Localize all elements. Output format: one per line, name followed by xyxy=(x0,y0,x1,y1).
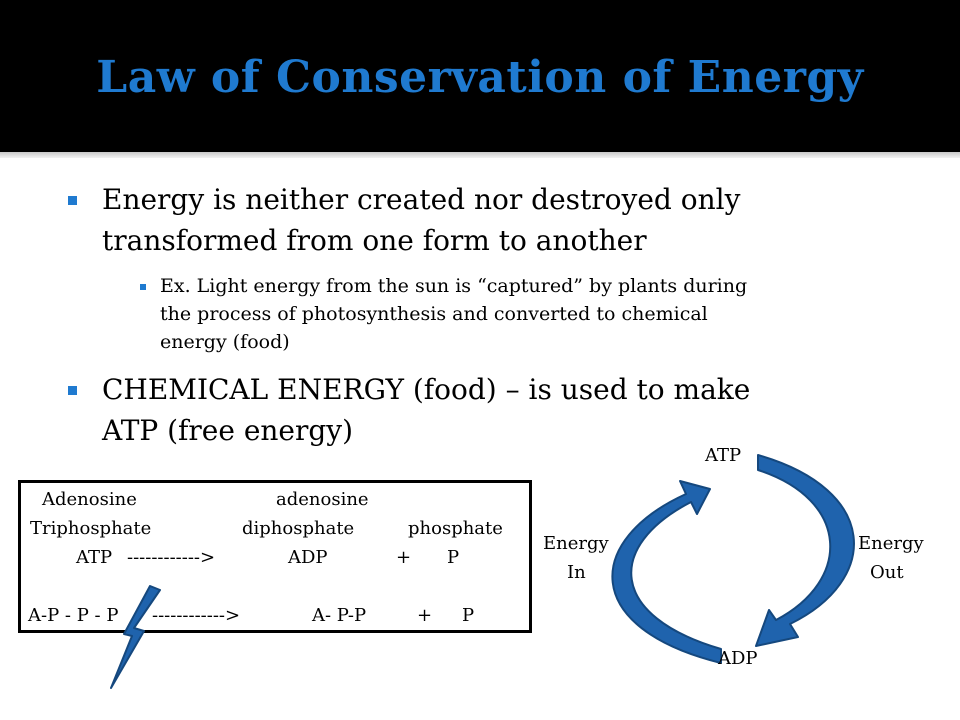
curved-arrow-left-icon xyxy=(611,480,722,664)
eq-arrow-1: ------------> xyxy=(127,547,216,568)
eq-p-1: P xyxy=(447,547,460,568)
label-adenosine-di: adenosine xyxy=(276,489,369,510)
energy-in-label-2: In xyxy=(567,562,586,583)
eq-adp: ADP xyxy=(288,547,328,568)
eq-arrow-2: ------------> xyxy=(152,605,241,626)
energy-out-label-1: Energy xyxy=(858,533,924,554)
eq-app: A-P - P - P xyxy=(28,605,119,626)
bullet2-text-line2: ATP (free energy) xyxy=(102,414,354,447)
label-phosphate: phosphate xyxy=(408,518,503,539)
label-diphosphate: diphosphate xyxy=(242,518,355,539)
label-triphosphate: Triphosphate xyxy=(30,518,152,539)
energy-out-label-2: Out xyxy=(870,562,904,583)
atp-equation-box xyxy=(18,480,532,633)
eq-p-2: P xyxy=(462,605,475,626)
sub-bullet-line3: energy (food) xyxy=(160,331,290,353)
eq-plus-1: + xyxy=(396,547,412,568)
sub-bullet-square-icon xyxy=(140,284,146,290)
eq-atp: ATP xyxy=(76,547,113,568)
sub-bullet-line2: the process of photosynthesis and conver… xyxy=(160,303,708,325)
bullet-text-line1: Energy is neither created nor destroyed … xyxy=(102,183,741,216)
label-adenosine-tri: Adenosine xyxy=(42,489,137,510)
cycle-adp-label: ADP xyxy=(718,648,758,669)
bullet-text-line2: transformed from one form to another xyxy=(102,224,647,257)
cycle-atp-label: ATP xyxy=(705,445,742,466)
bullet-square-icon xyxy=(68,386,77,395)
lightning-bolt-icon xyxy=(110,585,161,689)
title-divider xyxy=(0,152,960,158)
sub-bullet-line1: Ex. Light energy from the sun is “captur… xyxy=(160,275,748,297)
eq-plus-2: + xyxy=(417,605,433,626)
eq-ap-p: A- P-P xyxy=(312,605,367,626)
slide-title: Law of Conservation of Energy xyxy=(96,52,864,103)
energy-in-label-1: Energy xyxy=(543,533,609,554)
bullet-square-icon xyxy=(68,196,77,205)
title-bar xyxy=(0,0,960,152)
bullet2-text-line1: CHEMICAL ENERGY (food) – is used to make xyxy=(102,373,751,406)
curved-arrow-right-icon xyxy=(755,454,855,647)
